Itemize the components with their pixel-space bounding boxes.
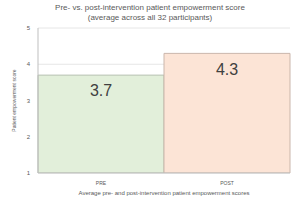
svg-text:2: 2 (27, 134, 31, 140)
svg-text:3.7: 3.7 (90, 82, 112, 99)
svg-text:Average pre- and post-interven: Average pre- and post-intervention patie… (79, 190, 250, 196)
svg-text:5: 5 (27, 25, 31, 31)
svg-text:4: 4 (27, 61, 31, 67)
html-text:Pre- vs. post-intervention pat: Pre- vs. post-intervention patient empow… (55, 3, 245, 12)
svg-text:POST: POST (220, 180, 234, 186)
svg-text:PRE: PRE (96, 180, 107, 186)
svg-text:3: 3 (27, 98, 31, 104)
html-text:(average across all 32 partici: (average across all 32 participants) (87, 13, 213, 22)
svg-text:4.3: 4.3 (216, 61, 238, 78)
svg-text:1: 1 (27, 170, 31, 176)
svg-text:Patient empowerment score: Patient empowerment score (11, 69, 17, 131)
